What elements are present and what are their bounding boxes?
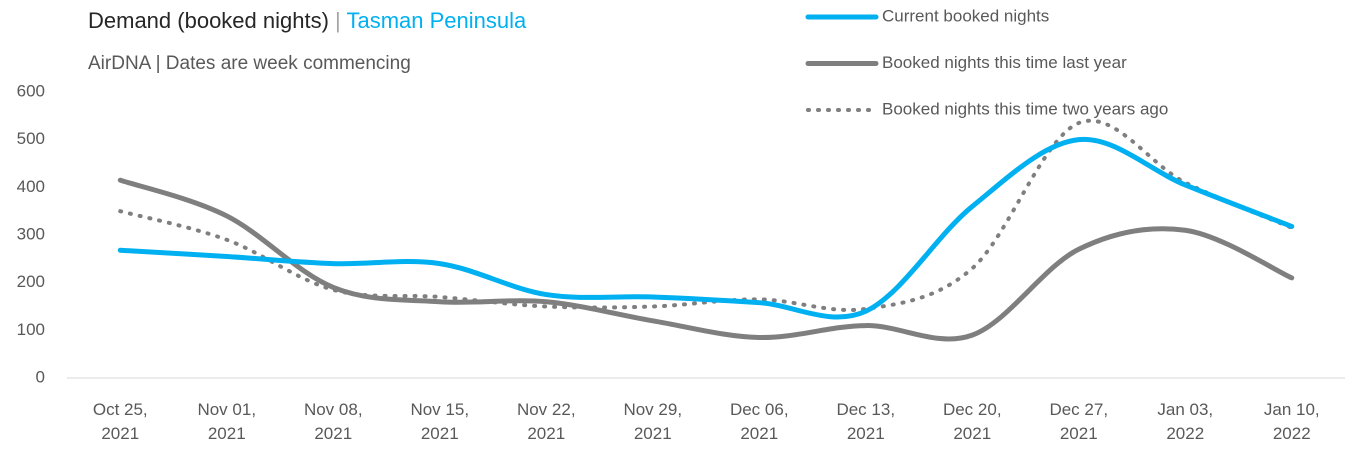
y-tick-label: 0 bbox=[36, 367, 45, 386]
y-tick-label: 200 bbox=[17, 272, 45, 291]
x-tick-label: Oct 25, 2021 bbox=[92, 400, 148, 443]
x-tick-label: Nov 15, 2021 bbox=[410, 400, 470, 443]
subtitle: AirDNA | Dates are week commencing bbox=[88, 53, 411, 74]
x-tick-label: Jan 10, 2022 bbox=[1263, 400, 1320, 443]
x-tick-label: Jan 03, 2022 bbox=[1157, 400, 1214, 443]
x-tick-label: Dec 27, 2021 bbox=[1049, 400, 1109, 443]
y-tick-label: 600 bbox=[17, 81, 45, 100]
title-main: Demand (booked nights) bbox=[88, 8, 329, 33]
chart-title: Demand (booked nights) | Tasman Peninsul… bbox=[88, 8, 527, 33]
x-tick-label: Nov 08, 2021 bbox=[303, 400, 363, 443]
legend-label: Current booked nights bbox=[882, 6, 1049, 25]
y-tick-label: 100 bbox=[17, 320, 45, 339]
x-tick-label: Dec 13, 2021 bbox=[836, 400, 896, 443]
series-line bbox=[117, 137, 1295, 320]
legend-label: Booked nights this time last year bbox=[882, 53, 1127, 72]
title-highlight: Tasman Peninsula bbox=[346, 8, 527, 33]
x-tick-label: Nov 01, 2021 bbox=[197, 400, 257, 443]
series-line bbox=[117, 177, 1295, 342]
x-tick-label: Nov 22, 2021 bbox=[516, 400, 576, 443]
y-tick-label: 300 bbox=[17, 224, 45, 243]
legend-label: Booked nights this time two years ago bbox=[882, 99, 1168, 118]
y-tick-label: 400 bbox=[17, 177, 45, 196]
title-separator: | bbox=[335, 8, 341, 33]
x-tick-label: Dec 20, 2021 bbox=[942, 400, 1002, 443]
x-tick-label: Dec 06, 2021 bbox=[729, 400, 789, 443]
series-line bbox=[118, 118, 1294, 312]
x-tick-label: Nov 29, 2021 bbox=[623, 400, 683, 443]
y-tick-label: 500 bbox=[17, 129, 45, 148]
